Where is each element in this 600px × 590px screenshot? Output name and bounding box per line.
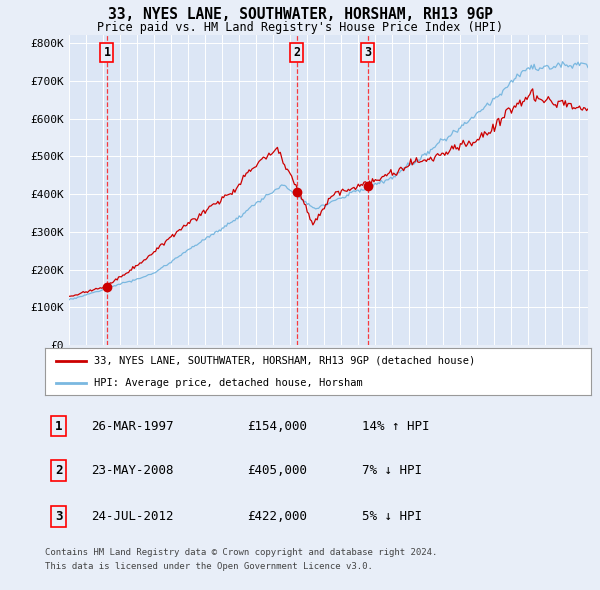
Text: 26-MAR-1997: 26-MAR-1997 [91,419,174,432]
Text: 3: 3 [55,510,62,523]
Text: Price paid vs. HM Land Registry's House Price Index (HPI): Price paid vs. HM Land Registry's House … [97,21,503,34]
Text: 7% ↓ HPI: 7% ↓ HPI [362,464,422,477]
Text: £154,000: £154,000 [247,419,307,432]
Text: 1: 1 [55,419,62,432]
Text: 23-MAY-2008: 23-MAY-2008 [91,464,174,477]
Text: £405,000: £405,000 [247,464,307,477]
Text: 24-JUL-2012: 24-JUL-2012 [91,510,174,523]
Text: This data is licensed under the Open Government Licence v3.0.: This data is licensed under the Open Gov… [45,562,373,571]
Text: 14% ↑ HPI: 14% ↑ HPI [362,419,429,432]
Text: 1: 1 [103,46,110,59]
Text: HPI: Average price, detached house, Horsham: HPI: Average price, detached house, Hors… [94,378,363,388]
Text: Contains HM Land Registry data © Crown copyright and database right 2024.: Contains HM Land Registry data © Crown c… [45,548,437,556]
Text: 33, NYES LANE, SOUTHWATER, HORSHAM, RH13 9GP: 33, NYES LANE, SOUTHWATER, HORSHAM, RH13… [107,7,493,22]
Text: 33, NYES LANE, SOUTHWATER, HORSHAM, RH13 9GP (detached house): 33, NYES LANE, SOUTHWATER, HORSHAM, RH13… [94,356,475,366]
Text: 5% ↓ HPI: 5% ↓ HPI [362,510,422,523]
Text: 2: 2 [55,464,62,477]
Text: £422,000: £422,000 [247,510,307,523]
Text: 2: 2 [293,46,301,59]
Text: 3: 3 [364,46,371,59]
